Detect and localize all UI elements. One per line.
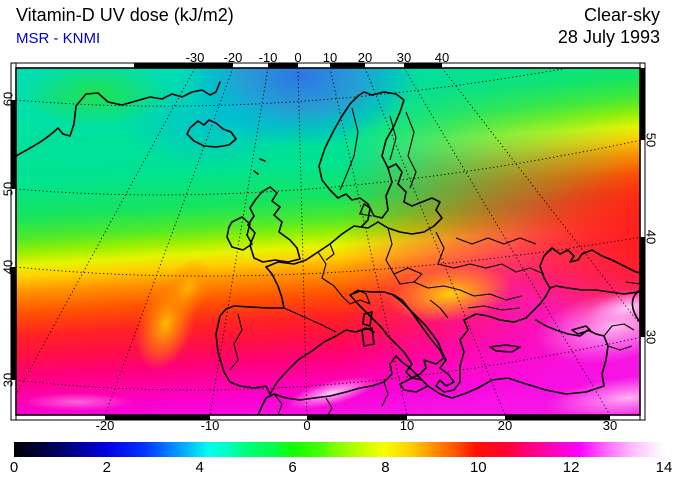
lon-tick-bottom: 0 bbox=[303, 418, 311, 433]
data-source-label: MSR - KNMI bbox=[16, 30, 101, 47]
country-borders bbox=[229, 107, 640, 415]
lon-tick-bottom: -10 bbox=[200, 418, 220, 433]
map-frame-zebra-border bbox=[10, 62, 646, 421]
colorbar-tick: 2 bbox=[102, 459, 112, 476]
uv-dose-field bbox=[16, 68, 640, 415]
date-label: 28 July 1993 bbox=[557, 27, 660, 47]
continental-atlantic-coastline bbox=[215, 221, 379, 395]
cyprus-coastline bbox=[571, 325, 591, 335]
lon-tick-bottom: 10 bbox=[399, 418, 415, 433]
south-spain-pale-patch bbox=[287, 376, 377, 410]
lat-tick-right: 40 bbox=[643, 229, 659, 245]
lat-tick-right: 30 bbox=[643, 329, 659, 345]
balkan-yellow-patch bbox=[388, 265, 512, 323]
anatolia-pale-patch bbox=[535, 288, 640, 364]
lon-tick-top: 40 bbox=[434, 50, 450, 65]
graticule bbox=[16, 68, 640, 415]
lon-tick-top: 10 bbox=[322, 50, 338, 65]
balkan-greece-coastline bbox=[392, 287, 551, 393]
coastlines bbox=[16, 81, 640, 415]
turkey-levant-africa-coastline bbox=[257, 319, 609, 415]
finland-baltic-coastline bbox=[377, 163, 443, 235]
colorbar-tick: 12 bbox=[562, 459, 580, 476]
black-sea-coastline bbox=[539, 247, 640, 295]
lon-tick-top: -10 bbox=[258, 50, 278, 65]
sky-condition-label: Clear-sky bbox=[583, 5, 660, 25]
lat-tick-left: 30 bbox=[0, 372, 16, 388]
greenland-green-tint bbox=[18, 68, 174, 126]
lat-tick-right: 50 bbox=[643, 132, 659, 148]
sardinia-coastline bbox=[361, 327, 375, 347]
lat-tick-left: 60 bbox=[0, 91, 16, 107]
scandinavia-coastline bbox=[318, 91, 405, 219]
ireland-coastline bbox=[226, 216, 253, 251]
caspian-coastline bbox=[631, 289, 640, 323]
figure-title: Vitamin-D UV dose (kJ/m2) bbox=[16, 5, 234, 25]
faroe-islands bbox=[259, 158, 266, 162]
lon-tick-top: -30 bbox=[185, 50, 205, 65]
lon-tick-top: 0 bbox=[294, 50, 302, 65]
europe-uv-map bbox=[10, 62, 646, 421]
lat-tick-left: 40 bbox=[0, 259, 16, 275]
lon-tick-top: 20 bbox=[357, 50, 373, 65]
colorbar bbox=[14, 442, 664, 457]
colorbar-tick: 6 bbox=[288, 459, 297, 476]
greenland-coastline bbox=[16, 81, 221, 157]
lon-tick-top: -20 bbox=[223, 50, 243, 65]
denmark-coastline bbox=[359, 203, 371, 227]
atlantic-orange-tongue-upper bbox=[163, 258, 213, 318]
colorbar-tick: 0 bbox=[9, 459, 19, 476]
lon-tick-top: 30 bbox=[396, 50, 412, 65]
crete-coastline bbox=[489, 344, 521, 353]
shetland-islands bbox=[253, 170, 259, 175]
north-africa-pale-wisp bbox=[22, 393, 134, 411]
colorbar-tick: 4 bbox=[195, 459, 204, 476]
lon-tick-bottom: 30 bbox=[602, 418, 618, 433]
colorbar-tick: 14 bbox=[655, 459, 673, 476]
lat-tick-left: 50 bbox=[0, 181, 16, 197]
colorbar-tick: 10 bbox=[469, 459, 487, 476]
southeast-pale-patch bbox=[546, 375, 640, 415]
great-britain-coastline bbox=[247, 186, 301, 263]
colorbar-tick: 8 bbox=[381, 459, 390, 476]
lon-tick-bottom: 20 bbox=[497, 418, 513, 433]
corsica-coastline bbox=[362, 311, 373, 327]
lon-tick-bottom: -20 bbox=[95, 418, 115, 433]
iceland-coastline bbox=[186, 119, 237, 148]
anatolia-pale-core bbox=[586, 290, 640, 326]
